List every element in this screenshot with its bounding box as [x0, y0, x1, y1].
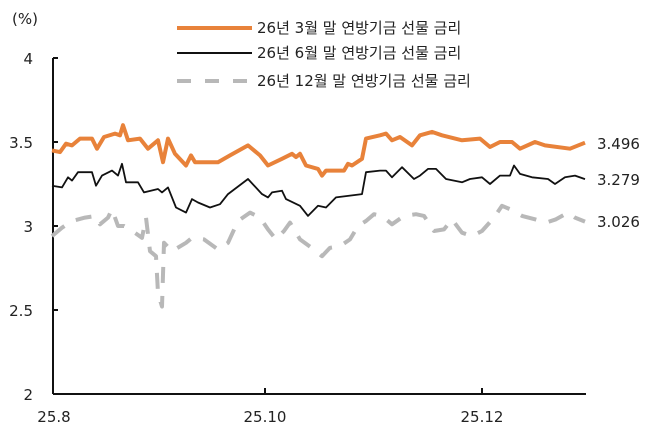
- legend-item-dec: 26년 12월 말 연방기금 선물 금리: [177, 72, 471, 90]
- legend: 26년 3월 말 연방기금 선물 금리 26년 6월 말 연방기금 선물 금리 …: [177, 19, 471, 90]
- series-line-mar-2026: [51, 123, 586, 178]
- legend-label: 26년 12월 말 연방기금 선물 금리: [257, 72, 471, 90]
- end-label-mar: 3.496: [597, 135, 640, 153]
- series-layer: [50, 123, 586, 309]
- y-tick-label: 2.5: [9, 302, 33, 320]
- x-tick-label: 25.12: [461, 408, 504, 426]
- x-tick-label: 25.10: [244, 408, 287, 426]
- end-label-dec: 3.026: [597, 213, 640, 231]
- y-tick-label: 3: [23, 218, 33, 236]
- x-axis: 25.8 25.10 25.12: [37, 388, 586, 426]
- y-tick-label: 4: [23, 50, 33, 68]
- series-line-jun-2026: [51, 162, 586, 217]
- legend-item-jun: 26년 6월 말 연방기금 선물 금리: [177, 44, 461, 62]
- y-tick-label: 3.5: [9, 134, 33, 152]
- legend-item-mar: 26년 3월 말 연방기금 선물 금리: [177, 19, 461, 37]
- x-tick-label: 25.8: [37, 408, 70, 426]
- legend-label: 26년 3월 말 연방기금 선물 금리: [257, 19, 461, 37]
- y-tick-label: 2: [23, 386, 33, 404]
- y-axis-unit: (%): [12, 10, 38, 28]
- legend-label: 26년 6월 말 연방기금 선물 금리: [257, 44, 461, 62]
- series-line-dec-2026: [50, 203, 586, 309]
- end-label-jun: 3.279: [597, 171, 640, 189]
- y-axis: 4 3.5 3 2.5 2: [9, 50, 58, 404]
